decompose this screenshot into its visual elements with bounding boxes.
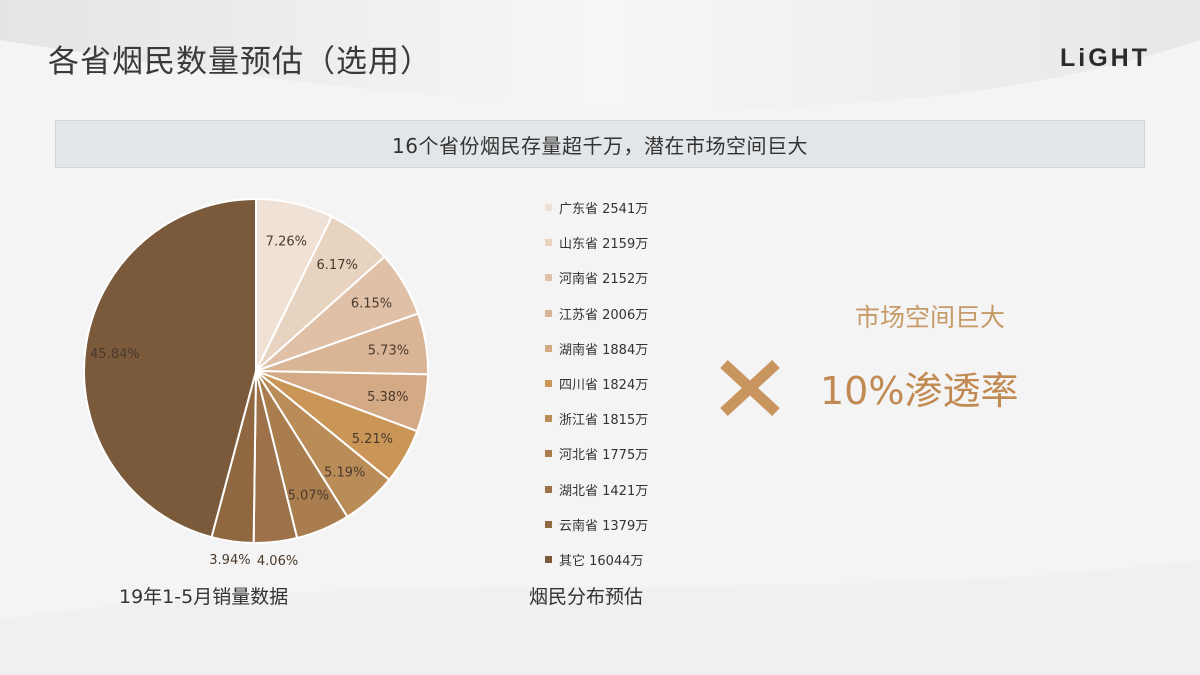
pie-data-label: 3.94% [209,553,250,568]
legend-item: 湖北省 1421万 [545,472,648,507]
page-title: 各省烟民数量预估（选用） [48,44,432,80]
pie-data-label: 6.15% [351,297,392,312]
multiply-icon [720,359,780,417]
pie-data-label: 45.84% [90,347,140,362]
chart-legend: 广东省 2541万 山东省 2159万 河南省 2152万 江苏省 2006万 湖南省 … [545,190,648,577]
legend-swatch [545,485,552,493]
legend-item: 河北省 1775万 [545,436,648,471]
legend-caption: 烟民分布预估 [529,586,644,608]
market-space-label: 市场空间巨大 [855,303,1006,332]
pie-data-label: 5.19% [324,466,365,481]
legend-swatch [545,380,552,388]
legend-swatch [545,309,552,317]
legend-label: 云南省 1379万 [559,518,649,534]
legend-item: 广东省 2541万 [545,190,648,225]
legend-swatch [545,415,552,423]
pie-caption: 19年1-5月销量数据 [119,586,289,608]
legend-label: 广东省 2541万 [559,202,649,218]
legend-item: 湖南省 1884万 [545,331,648,366]
legend-item: 四川省 1824万 [545,366,648,401]
legend-item: 云南省 1379万 [545,507,648,542]
brand-logo: LiGHT [1060,44,1150,72]
legend-swatch [545,520,552,528]
pie-data-label: 5.38% [367,390,408,405]
legend-label: 山东省 2159万 [559,237,649,253]
legend-swatch [545,204,552,212]
pie-slice [83,197,257,539]
legend-label: 河南省 2152万 [559,272,649,288]
legend-label: 湖北省 1421万 [559,483,649,499]
legend-item: 江苏省 2006万 [545,296,648,331]
pie-data-label: 4.06% [257,554,298,569]
legend-label: 其它 16044万 [559,553,644,569]
penetration-rate-label: 10%渗透率 [820,369,1019,413]
headline-banner: 16个省份烟民存量超千万，潜在市场空间巨大 [55,120,1145,168]
pie-data-label: 5.07% [288,489,329,504]
legend-swatch [545,344,552,352]
legend-item: 其它 16044万 [545,542,648,577]
legend-label: 河北省 1775万 [559,448,649,464]
legend-label: 江苏省 2006万 [559,307,649,323]
legend-item: 山东省 2159万 [545,225,648,260]
legend-swatch [545,239,552,247]
legend-label: 四川省 1824万 [559,378,649,394]
legend-swatch [545,274,552,282]
pie-data-label: 6.17% [317,258,358,273]
pie-data-label: 5.21% [352,432,393,447]
legend-label: 浙江省 1815万 [559,413,649,429]
legend-label: 湖南省 1884万 [559,342,649,358]
legend-swatch [545,450,552,458]
legend-item: 河南省 2152万 [545,260,648,295]
pie-data-label: 5.73% [368,344,409,359]
legend-swatch [545,555,552,563]
legend-item: 浙江省 1815万 [545,401,648,436]
pie-data-label: 7.26% [266,234,307,249]
